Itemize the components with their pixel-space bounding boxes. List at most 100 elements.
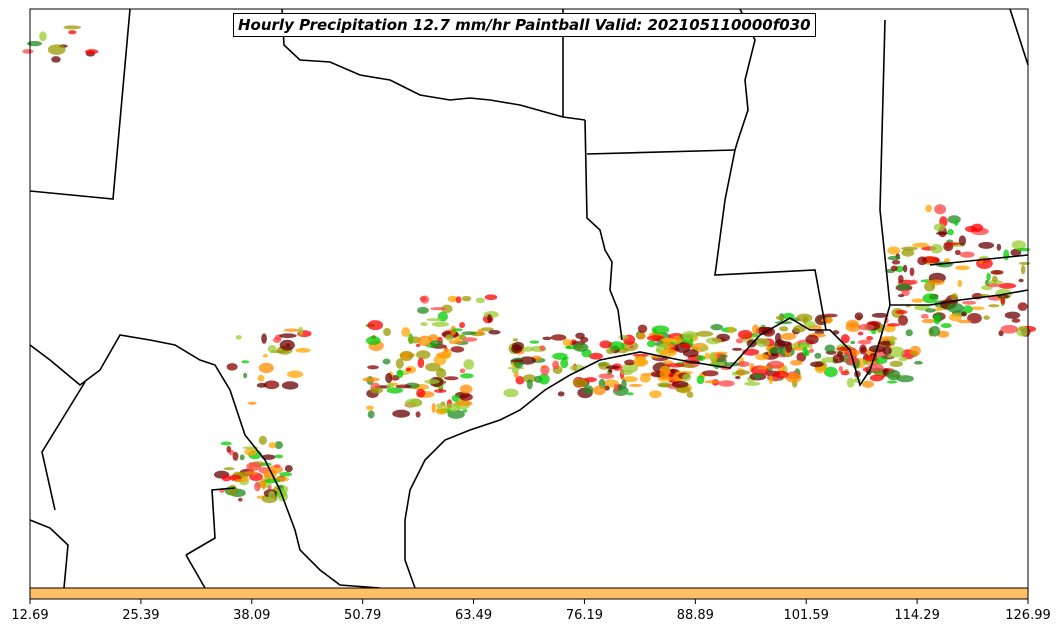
paintball-blob (744, 381, 761, 386)
paintball-blob (920, 314, 929, 319)
paintball-blob (441, 304, 453, 314)
colorbar-tick-label: 38.09 (233, 608, 271, 623)
paintball-blob (895, 309, 908, 315)
paintball-blob (592, 385, 606, 396)
paintball-blob (284, 465, 293, 473)
paintball-blob (646, 335, 665, 342)
paintball-blob (68, 30, 77, 35)
paintball-blob (629, 345, 634, 349)
paintball-blob (392, 409, 411, 418)
paintball-blob (822, 313, 838, 318)
paintball-blob (264, 478, 281, 484)
paintball-blob (425, 362, 441, 372)
colorbar-tick-label: 12.69 (11, 608, 49, 623)
paintball-blob (639, 374, 651, 383)
paintball-blob (622, 376, 638, 383)
paintball-blob (699, 346, 710, 351)
map-title: Hourly Precipitation 12.7 mm/hr Paintbal… (233, 13, 816, 37)
paintball-blob (618, 334, 629, 340)
paintball-blob (226, 445, 232, 453)
paintball-blob (1011, 318, 1021, 323)
paintball-blob (267, 485, 272, 490)
paintball-blob (450, 346, 465, 353)
paintball-blob (383, 327, 391, 337)
paintball-blob (681, 331, 698, 340)
paintball-blob (599, 340, 612, 349)
paintball-blob (780, 332, 797, 341)
colorbar-tick-label: 114.29 (894, 608, 940, 623)
paintball-blob (1003, 249, 1010, 261)
paintball-blob (948, 313, 962, 322)
paintball-blob (244, 471, 258, 476)
paintball-blob (887, 255, 901, 261)
paintball-blob (386, 382, 394, 390)
paintball-blob (840, 370, 850, 376)
paintball-blob (891, 259, 901, 265)
paintball-blob (737, 329, 753, 340)
paintball-blob (696, 375, 705, 385)
paintball-blob (927, 279, 945, 286)
paintball-blob (909, 267, 915, 277)
paintball-blob (608, 368, 613, 373)
paintball-blob (682, 349, 699, 358)
paintball-blob (651, 325, 670, 335)
paintball-blob (447, 409, 465, 419)
paintball-blob (417, 306, 429, 314)
paintball-blob (239, 454, 245, 461)
paintball-blob (824, 344, 836, 353)
paintball-blob (905, 329, 913, 337)
paintball-blob (416, 350, 431, 360)
boundaries (29, 8, 1029, 589)
paintball-blob (925, 308, 936, 313)
paintball-blob (552, 352, 568, 360)
paintball-blob (890, 265, 898, 272)
paintball-blob (27, 40, 42, 47)
paintball-blob (475, 297, 485, 304)
paintball-blob (792, 325, 806, 333)
paintball-blob (910, 279, 918, 285)
paintball-blob (512, 338, 519, 342)
paintball-blob (940, 323, 952, 329)
paintball-blob (712, 351, 728, 355)
paintball-blob (657, 382, 672, 388)
paintball-blob (258, 362, 274, 374)
paintball-blob (63, 25, 82, 30)
paintball-blob (448, 340, 463, 345)
paintball-blob (445, 334, 454, 341)
paintball-blob (970, 306, 985, 311)
paintball-blob (882, 346, 892, 356)
paintball-blob (1017, 302, 1028, 311)
paintball-blob (1016, 247, 1031, 252)
paintball-blob (401, 327, 411, 338)
colorbar-tick-label: 25.39 (122, 608, 160, 623)
paintball-blob (220, 441, 232, 446)
mexico-state-border (29, 519, 69, 589)
mexico-state-border (185, 554, 206, 589)
paintball-blob (775, 315, 785, 320)
la-ms-border (714, 149, 827, 331)
paintball-blob (996, 243, 1002, 251)
paintball-blob (958, 235, 967, 246)
paintball-blob (735, 375, 741, 380)
paintball-blob (557, 391, 565, 397)
paintball-blob (785, 373, 802, 383)
paintball-blob (998, 282, 1017, 289)
paintball-blob (962, 300, 977, 305)
paintball-blob (261, 333, 267, 344)
paintball-blob (606, 348, 615, 354)
paintball-blob (840, 334, 850, 344)
nm-tx-border (29, 8, 131, 200)
paintball-blob (510, 359, 524, 363)
paintball-blob (417, 357, 425, 369)
paintball-blob (416, 388, 426, 398)
paintball-blob (267, 344, 277, 354)
paintball-blob (608, 341, 625, 351)
paintball-blob (660, 337, 674, 342)
paintball-blob (279, 333, 297, 339)
paintball-blob (874, 356, 888, 365)
paintball-blob (947, 228, 954, 236)
paintball-blob (223, 467, 235, 471)
map-frame (29, 8, 1029, 589)
paintball-blob (710, 324, 723, 331)
paintball-blob (917, 256, 928, 266)
